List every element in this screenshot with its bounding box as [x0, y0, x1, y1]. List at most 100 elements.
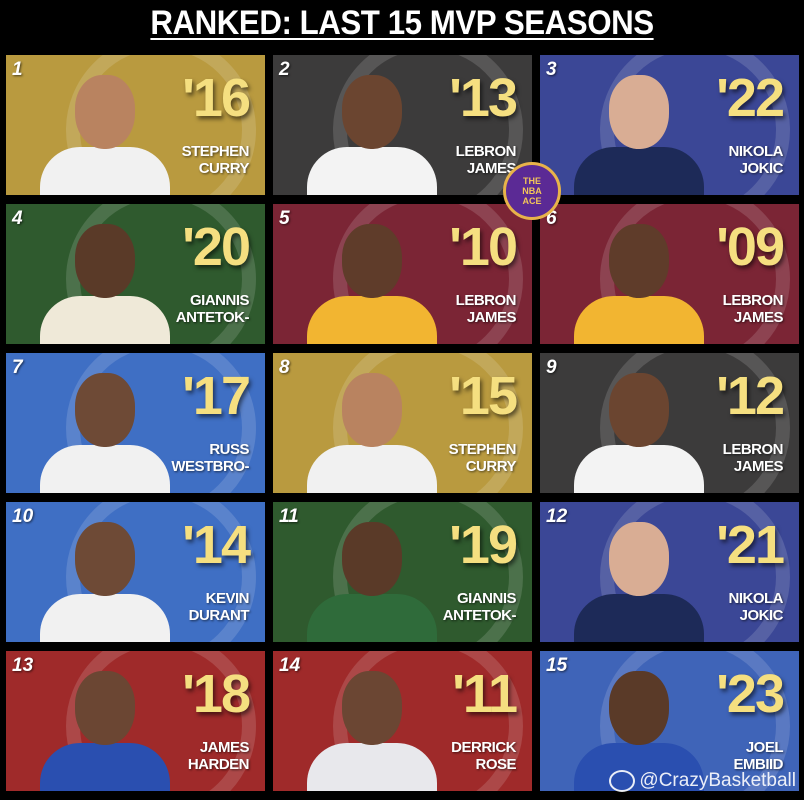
badge-text: THE NBA ACE	[522, 176, 542, 206]
rank-number: 3	[546, 59, 557, 80]
player-name: JOEL EMBIID	[673, 739, 784, 773]
rank-number: 12	[546, 506, 568, 527]
jersey	[574, 296, 704, 344]
player-photo	[307, 512, 437, 642]
jersey	[307, 147, 437, 195]
jersey	[40, 296, 170, 344]
player-name: GIANNIS ANTETOK-	[139, 292, 250, 326]
player-name: RUSS WESTBRO-	[139, 441, 249, 475]
mvp-card: 12 '21 NIKOLA JOKIC	[540, 502, 799, 642]
rank-number: 11	[279, 506, 299, 527]
mvp-card: 1 '16 STEPHEN CURRY	[6, 55, 265, 195]
mvp-card: 10 '14 KEVIN DURANT	[6, 502, 265, 642]
player-first-name: KEVIN	[205, 590, 250, 607]
player-head	[342, 75, 402, 149]
season-year: '17	[182, 366, 251, 426]
jersey	[574, 445, 704, 493]
player-last-name: ANTETOK-	[442, 607, 517, 624]
mvp-card: 15 '23 JOEL EMBIID	[540, 651, 799, 791]
mvp-card: 2 '13 LEBRON JAMES	[273, 55, 532, 195]
player-name: LEBRON JAMES	[673, 441, 784, 475]
player-photo	[307, 661, 437, 791]
player-name: JAMES HARDEN	[139, 739, 250, 773]
player-head	[342, 224, 402, 298]
player-head	[75, 522, 135, 596]
season-year: '19	[449, 515, 518, 575]
player-last-name: ROSE	[475, 756, 516, 773]
jersey	[40, 147, 170, 195]
player-head	[609, 671, 669, 745]
rank-number: 13	[12, 655, 34, 676]
mvp-card: 14 '11 DERRICK ROSE	[273, 651, 532, 791]
rank-number: 9	[546, 357, 557, 378]
jersey	[40, 445, 170, 493]
rank-number: 7	[12, 357, 23, 378]
season-year: '12	[716, 366, 785, 426]
player-photo	[574, 214, 704, 344]
player-photo	[574, 661, 704, 791]
player-last-name: DURANT	[188, 607, 250, 624]
season-year: '22	[716, 68, 785, 128]
player-first-name: JAMES	[199, 739, 250, 756]
rank-number: 1	[12, 59, 23, 80]
mvp-card: 13 '18 JAMES HARDEN	[6, 651, 265, 791]
player-first-name: GIANNIS	[456, 590, 517, 607]
season-year: '18	[182, 664, 251, 724]
jersey	[307, 594, 437, 642]
player-first-name: NIKOLA	[728, 590, 784, 607]
season-year: '23	[716, 664, 785, 724]
player-first-name: LEBRON	[455, 292, 517, 309]
player-name: STEPHEN CURRY	[139, 143, 250, 177]
player-photo	[307, 65, 437, 195]
season-year: '16	[182, 68, 251, 128]
jersey	[40, 743, 170, 791]
player-photo	[40, 363, 170, 493]
player-last-name: JAMES	[466, 309, 517, 326]
mvp-card: 7 '17 RUSS WESTBRO-	[6, 353, 265, 493]
player-first-name: RUSS	[209, 441, 249, 458]
season-year: '21	[716, 515, 785, 575]
player-head	[75, 671, 135, 745]
player-name: NIKOLA JOKIC	[673, 590, 784, 624]
rank-number: 10	[12, 506, 34, 527]
player-last-name: JAMES	[733, 458, 784, 475]
player-photo	[574, 512, 704, 642]
player-first-name: LEBRON	[722, 441, 784, 458]
jersey	[40, 594, 170, 642]
player-head	[609, 75, 669, 149]
jersey	[307, 743, 437, 791]
player-first-name: DERRICK	[451, 739, 516, 756]
player-name: KEVIN DURANT	[139, 590, 250, 624]
mvp-card: 6 '09 LEBRON JAMES	[540, 204, 799, 344]
player-name: LEBRON JAMES	[406, 143, 517, 177]
player-name: DERRICK ROSE	[406, 739, 516, 773]
mvp-card: 11 '19 GIANNIS ANTETOK-	[273, 502, 532, 642]
player-first-name: JOEL	[745, 739, 784, 756]
player-last-name: JAMES	[466, 160, 517, 177]
jersey	[574, 147, 704, 195]
mvp-card: 3 '22 NIKOLA JOKIC	[540, 55, 799, 195]
season-year: '11	[452, 664, 518, 724]
player-first-name: STEPHEN	[181, 143, 250, 160]
rank-number: 14	[279, 655, 301, 676]
player-photo	[574, 363, 704, 493]
season-year: '10	[449, 217, 518, 277]
season-year: '09	[716, 217, 785, 277]
player-head	[75, 75, 135, 149]
player-head	[342, 373, 402, 447]
jersey	[307, 296, 437, 344]
player-first-name: STEPHEN	[448, 441, 517, 458]
jersey	[574, 594, 704, 642]
player-first-name: GIANNIS	[189, 292, 250, 309]
rank-number: 15	[546, 655, 568, 676]
page-title: RANKED: LAST 15 MVP SEASONS	[150, 4, 654, 42]
watermark: @CrazyBasketball	[609, 770, 796, 792]
player-last-name: JOKIC	[739, 607, 784, 624]
mvp-card: 8 '15 STEPHEN CURRY	[273, 353, 532, 493]
player-last-name: ANTETOK-	[175, 309, 250, 326]
player-head	[342, 671, 402, 745]
player-photo	[40, 512, 170, 642]
player-last-name: JAMES	[733, 309, 784, 326]
player-last-name: CURRY	[198, 160, 250, 177]
player-last-name: WESTBRO-	[171, 458, 249, 475]
